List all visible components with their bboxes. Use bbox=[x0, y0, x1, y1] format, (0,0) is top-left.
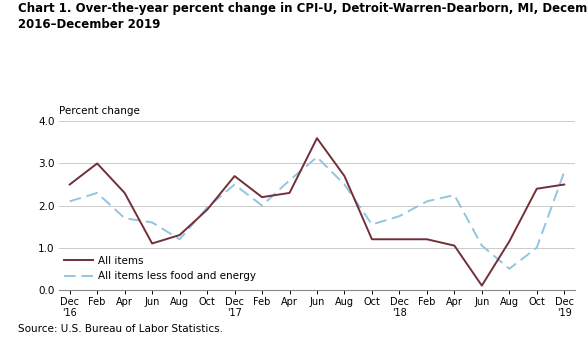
All items less food and energy bbox=[231, 183, 238, 187]
All items less food and energy bbox=[369, 222, 376, 226]
All items less food and energy bbox=[478, 244, 485, 248]
All items less food and energy bbox=[258, 204, 265, 208]
All items bbox=[94, 161, 101, 165]
Line: All items less food and energy: All items less food and energy bbox=[70, 157, 564, 269]
All items bbox=[506, 239, 513, 243]
All items bbox=[66, 183, 73, 187]
All items less food and energy bbox=[176, 237, 183, 241]
All items bbox=[121, 191, 128, 195]
Text: Percent change: Percent change bbox=[59, 106, 140, 116]
All items less food and energy bbox=[121, 216, 128, 220]
All items less food and energy bbox=[286, 178, 293, 182]
All items bbox=[396, 237, 403, 241]
All items bbox=[369, 237, 376, 241]
All items less food and energy bbox=[66, 199, 73, 203]
All items bbox=[204, 208, 211, 212]
All items bbox=[561, 183, 568, 187]
Legend: All items, All items less food and energy: All items, All items less food and energ… bbox=[64, 256, 257, 281]
All items less food and energy bbox=[561, 170, 568, 174]
All items less food and energy bbox=[506, 267, 513, 271]
All items less food and energy bbox=[396, 214, 403, 218]
All items bbox=[231, 174, 238, 178]
All items bbox=[533, 187, 540, 191]
All items bbox=[341, 174, 348, 178]
All items bbox=[451, 244, 458, 248]
All items less food and energy bbox=[451, 193, 458, 197]
All items bbox=[478, 283, 485, 287]
All items bbox=[313, 136, 321, 140]
All items bbox=[149, 241, 156, 245]
All items less food and energy bbox=[94, 191, 101, 195]
All items bbox=[176, 233, 183, 237]
All items less food and energy bbox=[313, 155, 321, 159]
All items less food and energy bbox=[423, 199, 430, 203]
All items bbox=[258, 195, 265, 199]
All items bbox=[423, 237, 430, 241]
All items less food and energy bbox=[533, 246, 540, 250]
All items bbox=[286, 191, 293, 195]
Text: Chart 1. Over-the-year percent change in CPI-U, Detroit-Warren-Dearborn, MI, Dec: Chart 1. Over-the-year percent change in… bbox=[18, 2, 587, 31]
Text: Source: U.S. Bureau of Labor Statistics.: Source: U.S. Bureau of Labor Statistics. bbox=[18, 324, 222, 334]
All items less food and energy bbox=[204, 206, 211, 210]
Line: All items: All items bbox=[70, 138, 564, 285]
All items less food and energy bbox=[341, 183, 348, 187]
All items less food and energy bbox=[149, 220, 156, 224]
